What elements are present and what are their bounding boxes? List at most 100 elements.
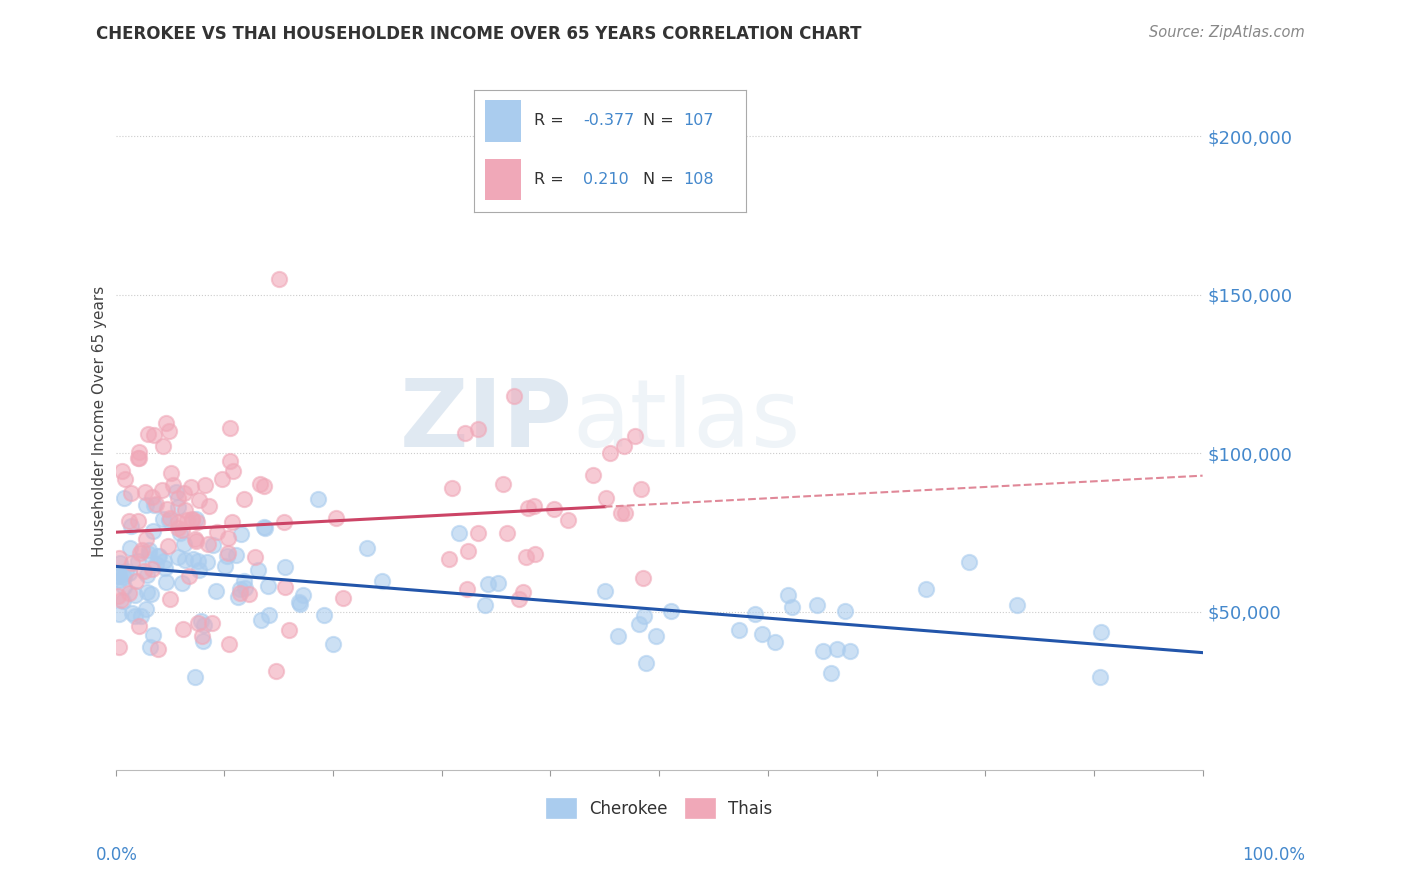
Point	[108, 557, 131, 571]
Point	[124, 587, 146, 601]
Point	[307, 491, 329, 506]
Point	[820, 665, 842, 680]
Point	[456, 582, 478, 596]
Point	[256, 579, 278, 593]
Point	[228, 586, 250, 600]
Point	[202, 538, 225, 552]
Point	[486, 575, 509, 590]
Point	[659, 604, 682, 618]
Point	[135, 532, 157, 546]
Point	[467, 422, 489, 436]
Point	[624, 429, 647, 443]
Point	[630, 482, 652, 496]
Point	[117, 586, 139, 600]
Point	[1090, 625, 1112, 640]
Text: CHEROKEE VS THAI HOUSEHOLDER INCOME OVER 65 YEARS CORRELATION CHART: CHEROKEE VS THAI HOUSEHOLDER INCOME OVER…	[96, 25, 860, 43]
Point	[325, 511, 347, 525]
Point	[112, 581, 135, 595]
Point	[595, 491, 617, 505]
Point	[229, 527, 252, 541]
Text: atlas: atlas	[572, 376, 800, 467]
Point	[145, 557, 167, 571]
Point	[169, 525, 191, 540]
Point	[467, 525, 489, 540]
Point	[631, 571, 654, 585]
Point	[118, 566, 141, 580]
Point	[143, 498, 166, 512]
Y-axis label: Householder Income Over 65 years: Householder Income Over 65 years	[93, 285, 107, 558]
Point	[121, 556, 143, 570]
Point	[142, 628, 165, 642]
Point	[221, 515, 243, 529]
Point	[131, 542, 153, 557]
Point	[267, 272, 290, 286]
Point	[136, 426, 159, 441]
Point	[107, 640, 129, 655]
Point	[599, 446, 621, 460]
Point	[191, 629, 214, 643]
Point	[141, 562, 163, 576]
Point	[257, 608, 280, 623]
Point	[582, 468, 605, 483]
Point	[159, 592, 181, 607]
Point	[523, 499, 546, 513]
Point	[523, 547, 546, 561]
Point	[503, 388, 526, 402]
Text: Source: ZipAtlas.com: Source: ZipAtlas.com	[1149, 25, 1305, 40]
Point	[127, 450, 149, 465]
Point	[156, 502, 179, 516]
Point	[128, 450, 150, 465]
Point	[211, 472, 233, 486]
Point	[139, 587, 162, 601]
Point	[957, 555, 980, 569]
Point	[187, 492, 209, 507]
Point	[1088, 670, 1111, 684]
Point	[134, 485, 156, 500]
Point	[184, 670, 207, 684]
Point	[167, 500, 190, 514]
Point	[107, 565, 129, 579]
Point	[110, 593, 132, 607]
Point	[188, 564, 211, 578]
Point	[152, 483, 174, 497]
Point	[146, 549, 169, 564]
Point	[111, 594, 134, 608]
Point	[129, 608, 152, 623]
Point	[1005, 598, 1028, 612]
Point	[806, 598, 828, 612]
Point	[727, 624, 749, 638]
Point	[153, 554, 176, 568]
Point	[273, 559, 295, 574]
Point	[162, 478, 184, 492]
Point	[634, 657, 657, 671]
Point	[607, 629, 630, 643]
Point	[233, 581, 256, 595]
Point	[201, 616, 224, 631]
Point	[135, 498, 157, 512]
Point	[474, 598, 496, 612]
Point	[124, 608, 146, 623]
Point	[155, 574, 177, 589]
Point	[193, 618, 215, 632]
Point	[107, 551, 129, 566]
Point	[751, 627, 773, 641]
Point	[112, 491, 135, 505]
Point	[291, 588, 314, 602]
Point	[825, 641, 848, 656]
Point	[184, 512, 207, 526]
Point	[128, 445, 150, 459]
Point	[593, 584, 616, 599]
Point	[190, 614, 212, 628]
Point	[186, 516, 208, 530]
Point	[214, 559, 236, 574]
Text: 0.0%: 0.0%	[96, 846, 138, 863]
Point	[447, 526, 470, 541]
Point	[288, 597, 311, 611]
Point	[744, 607, 766, 621]
Legend: Cherokee, Thais: Cherokee, Thais	[540, 792, 779, 824]
Point	[184, 534, 207, 549]
Point	[512, 585, 534, 599]
Point	[107, 569, 129, 583]
Point	[371, 574, 394, 588]
Point	[166, 515, 188, 529]
